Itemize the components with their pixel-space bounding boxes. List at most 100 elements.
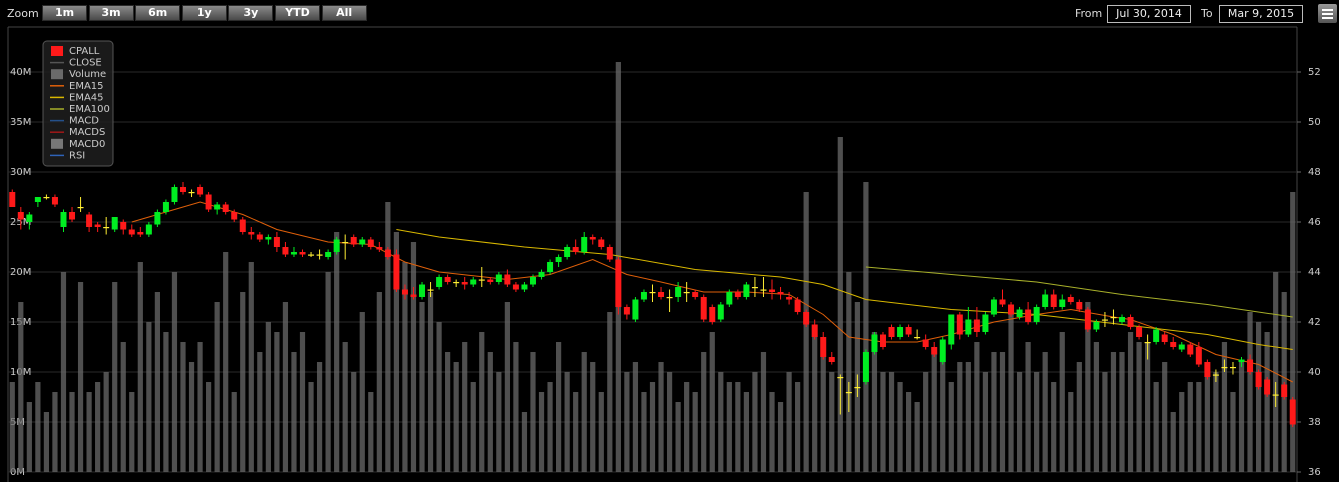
candle-body (359, 239, 366, 245)
candle-body (1238, 359, 1245, 362)
volume-bar (1204, 362, 1210, 472)
menu-button[interactable] (1318, 4, 1337, 23)
volume-bar (1145, 342, 1151, 472)
volume-bar (77, 282, 84, 472)
legend-label: EMA45 (69, 92, 104, 103)
volume-bar (735, 382, 741, 472)
candle-body (282, 247, 289, 255)
volume-bar (632, 362, 639, 472)
volume-bar (820, 352, 826, 472)
candle-body (1187, 344, 1194, 355)
zoom-button[interactable]: YTD (275, 5, 320, 21)
zoom-button[interactable]: 3m (88, 5, 134, 21)
candle-body (529, 277, 536, 285)
candle-body (1076, 302, 1083, 310)
candle-body (512, 284, 519, 290)
candle-body (1247, 359, 1254, 372)
candle-body (606, 247, 613, 260)
candle-body (1127, 317, 1134, 327)
zoom-button[interactable]: 6m (135, 5, 181, 21)
candle-body (299, 252, 306, 255)
volume-bar (479, 332, 485, 472)
candle-body (427, 289, 434, 291)
volume-bar (1110, 352, 1117, 472)
candle-body (658, 292, 665, 297)
candle-body (350, 237, 357, 245)
volume-bar (598, 392, 604, 472)
volume-bar (120, 342, 126, 472)
volume-bar (1059, 332, 1065, 472)
to-date-input[interactable]: Mar 9, 2015 (1219, 5, 1303, 23)
candle-body (700, 297, 707, 320)
candle-body (1221, 367, 1228, 369)
volume-bar (829, 372, 835, 472)
zoom-button[interactable]: 1m (42, 5, 87, 21)
volume-bar (803, 192, 809, 472)
volume-bar (52, 392, 58, 472)
y-tick-label: 20M (10, 267, 31, 278)
candle-body (1153, 329, 1160, 342)
from-date-input[interactable]: Jul 30, 2014 (1107, 5, 1191, 23)
candle-body (128, 229, 135, 235)
volume-bar (1102, 372, 1108, 472)
volume-bar (573, 392, 579, 472)
candle-body (948, 314, 955, 345)
legend-swatch (51, 69, 63, 80)
volume-bar (538, 392, 545, 472)
volume-bar (871, 332, 878, 472)
volume-bar (999, 352, 1006, 472)
candle-body (273, 237, 280, 247)
zoom-button[interactable]: All (321, 5, 367, 21)
volume-bar (709, 332, 715, 472)
candle-body (1204, 362, 1211, 377)
y2-tick-label: 42 (1308, 317, 1321, 328)
volume-bar (1264, 332, 1270, 472)
candle-body (581, 237, 588, 252)
zoom-button[interactable]: 1y (181, 5, 227, 21)
volume-bar (137, 262, 143, 472)
candle-body (205, 194, 212, 210)
candle-body (197, 187, 204, 195)
candle-body (1136, 327, 1143, 337)
candle-body (265, 237, 272, 240)
candle-body (692, 292, 699, 297)
candle-body (1110, 317, 1117, 319)
volume-bar (692, 392, 698, 472)
volume-bar (351, 372, 357, 472)
volume-bar (530, 352, 536, 472)
zoom-button[interactable]: 3y (228, 5, 274, 21)
candle-body (914, 337, 921, 339)
candle-body (1016, 309, 1023, 317)
volume-bar (376, 292, 382, 472)
candle-body (897, 327, 904, 337)
volume-bar (1230, 392, 1236, 472)
candle-body (410, 294, 417, 297)
candle-body (1195, 347, 1202, 365)
candle-body (803, 312, 810, 325)
candle-body (999, 299, 1006, 305)
y2-tick-label: 50 (1308, 117, 1321, 128)
candle-body (939, 339, 946, 362)
candle-body (888, 327, 895, 337)
legend-swatch (51, 138, 63, 149)
candle-body (1101, 319, 1108, 321)
y2-tick-label: 40 (1308, 367, 1321, 378)
indicator-line (396, 229, 1293, 350)
y2-tick-label: 48 (1308, 167, 1321, 178)
y-tick-label: 30M (10, 167, 31, 178)
candle-body (504, 274, 511, 285)
y-tick-label: 40M (10, 67, 31, 78)
candle-body (751, 287, 758, 289)
candle-body (436, 277, 443, 287)
candle-body (444, 277, 451, 282)
volume-bar (948, 382, 954, 472)
volume-bar (786, 372, 792, 472)
candle-body (461, 282, 468, 285)
volume-bar (1119, 352, 1125, 472)
volume-bar (171, 272, 178, 472)
candle-body (538, 272, 545, 277)
legend-label: MACD (69, 116, 99, 127)
volume-bar (1016, 372, 1023, 472)
y2-tick-label: 52 (1308, 67, 1321, 78)
